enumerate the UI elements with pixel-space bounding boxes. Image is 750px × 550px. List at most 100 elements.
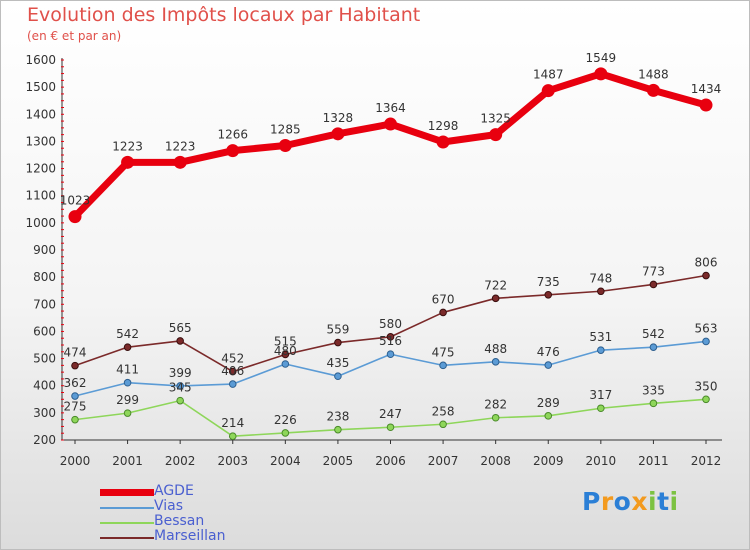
data-point-marseillan xyxy=(544,290,553,299)
data-label-vias: 475 xyxy=(432,345,455,359)
x-tick-label: 2000 xyxy=(60,454,91,468)
data-point-bessan xyxy=(491,413,500,422)
data-point-bessan xyxy=(71,415,79,424)
data-label-bessan: 335 xyxy=(642,383,665,397)
data-label-bessan: 238 xyxy=(326,410,349,424)
data-point-vias xyxy=(71,392,79,400)
y-tick-label: 200 xyxy=(33,433,56,447)
legend-swatch-vias xyxy=(100,507,154,509)
data-point-marseillan xyxy=(386,333,395,341)
data-point-marseillan xyxy=(439,308,447,317)
data-point-agde xyxy=(226,144,240,158)
data-point-agde xyxy=(541,84,555,98)
data-label-marseillan: 670 xyxy=(432,292,455,306)
data-label-agde: 1549 xyxy=(586,51,617,65)
data-label-vias: 476 xyxy=(537,345,560,359)
data-label-agde: 1223 xyxy=(165,139,196,153)
data-label-marseillan: 515 xyxy=(274,335,297,349)
data-point-agde xyxy=(699,98,713,112)
y-tick-label: 1200 xyxy=(25,162,56,176)
data-point-bessan xyxy=(281,429,290,437)
data-point-marseillan xyxy=(228,367,237,376)
data-point-agde xyxy=(173,155,187,169)
logo-letter: o xyxy=(613,487,632,516)
legend-label-vias: Vias xyxy=(154,498,184,514)
data-label-marseillan: 735 xyxy=(537,275,560,289)
data-point-agde xyxy=(646,83,660,97)
x-tick-label: 2007 xyxy=(428,454,459,468)
x-tick-label: 2004 xyxy=(270,454,301,468)
data-point-marseillan xyxy=(597,287,605,296)
y-tick-label: 600 xyxy=(33,324,56,338)
data-label-bessan: 350 xyxy=(695,379,718,393)
data-point-agde xyxy=(68,210,82,224)
data-point-bessan xyxy=(228,432,237,441)
data-label-vias: 406 xyxy=(221,364,244,378)
data-label-bessan: 282 xyxy=(484,398,507,412)
data-point-agde xyxy=(121,155,135,169)
legend-swatch-marseillan xyxy=(100,537,154,539)
data-label-agde: 1023 xyxy=(60,194,91,208)
logo-letter: P xyxy=(582,487,601,516)
logo-letter: t xyxy=(657,487,670,516)
data-point-bessan xyxy=(544,412,553,420)
data-point-marseillan xyxy=(176,337,184,345)
data-label-bessan: 226 xyxy=(274,413,297,427)
data-point-vias xyxy=(334,372,342,381)
proxiti-logo: Proxiti xyxy=(582,487,679,516)
data-label-marseillan: 565 xyxy=(169,321,192,335)
data-label-agde: 1298 xyxy=(428,119,459,133)
data-point-vias xyxy=(386,350,395,359)
data-point-agde xyxy=(278,139,292,152)
data-point-agde xyxy=(594,67,608,81)
data-label-agde: 1328 xyxy=(323,111,354,125)
data-label-marseillan: 580 xyxy=(379,317,402,331)
data-label-agde: 1364 xyxy=(375,101,406,115)
data-label-marseillan: 452 xyxy=(221,352,244,366)
logo-letter: i xyxy=(669,487,679,516)
data-point-marseillan xyxy=(281,350,290,359)
data-label-vias: 435 xyxy=(326,356,349,370)
y-tick-label: 1600 xyxy=(25,53,56,67)
data-label-marseillan: 542 xyxy=(116,327,139,341)
logo-letter: x xyxy=(631,487,648,516)
y-tick-label: 1400 xyxy=(25,107,56,121)
data-point-vias xyxy=(702,337,710,346)
legend-label-marseillan: Marseillan xyxy=(154,528,226,544)
data-point-agde xyxy=(436,135,450,149)
chart-subtitle: (en € et par an) xyxy=(27,29,122,43)
x-tick-label: 2002 xyxy=(165,454,196,468)
data-label-bessan: 258 xyxy=(432,404,455,418)
data-point-marseillan xyxy=(649,280,658,289)
y-tick-label: 900 xyxy=(33,243,56,257)
data-label-bessan: 214 xyxy=(221,416,244,430)
data-point-bessan xyxy=(334,425,342,434)
x-tick-label: 2010 xyxy=(586,454,617,468)
data-label-vias: 488 xyxy=(484,342,507,356)
x-tick-label: 2012 xyxy=(691,454,722,468)
data-label-marseillan: 773 xyxy=(642,264,665,278)
x-tick-label: 2009 xyxy=(533,454,564,468)
y-tick-label: 300 xyxy=(33,406,56,420)
data-point-bessan xyxy=(176,396,184,405)
data-point-bessan xyxy=(386,423,395,432)
data-point-bessan xyxy=(649,399,658,408)
data-label-agde: 1223 xyxy=(112,139,143,153)
data-label-marseillan: 559 xyxy=(326,323,349,337)
y-tick-label: 1000 xyxy=(25,216,56,230)
legend-label-bessan: Bessan xyxy=(154,513,205,529)
data-point-vias xyxy=(439,361,447,370)
data-point-marseillan xyxy=(123,343,132,351)
data-point-vias xyxy=(649,343,658,351)
data-label-vias: 480 xyxy=(274,344,297,358)
data-label-vias: 563 xyxy=(695,321,718,335)
legend-swatch-bessan xyxy=(100,522,154,524)
x-tick-label: 2008 xyxy=(480,454,511,468)
data-label-vias: 531 xyxy=(589,330,612,344)
data-point-vias xyxy=(228,380,237,388)
y-tick-label: 500 xyxy=(33,352,56,366)
data-point-vias xyxy=(491,358,500,366)
data-label-bessan: 275 xyxy=(64,400,87,414)
data-point-vias xyxy=(176,382,184,390)
y-tick-label: 1300 xyxy=(25,134,56,148)
